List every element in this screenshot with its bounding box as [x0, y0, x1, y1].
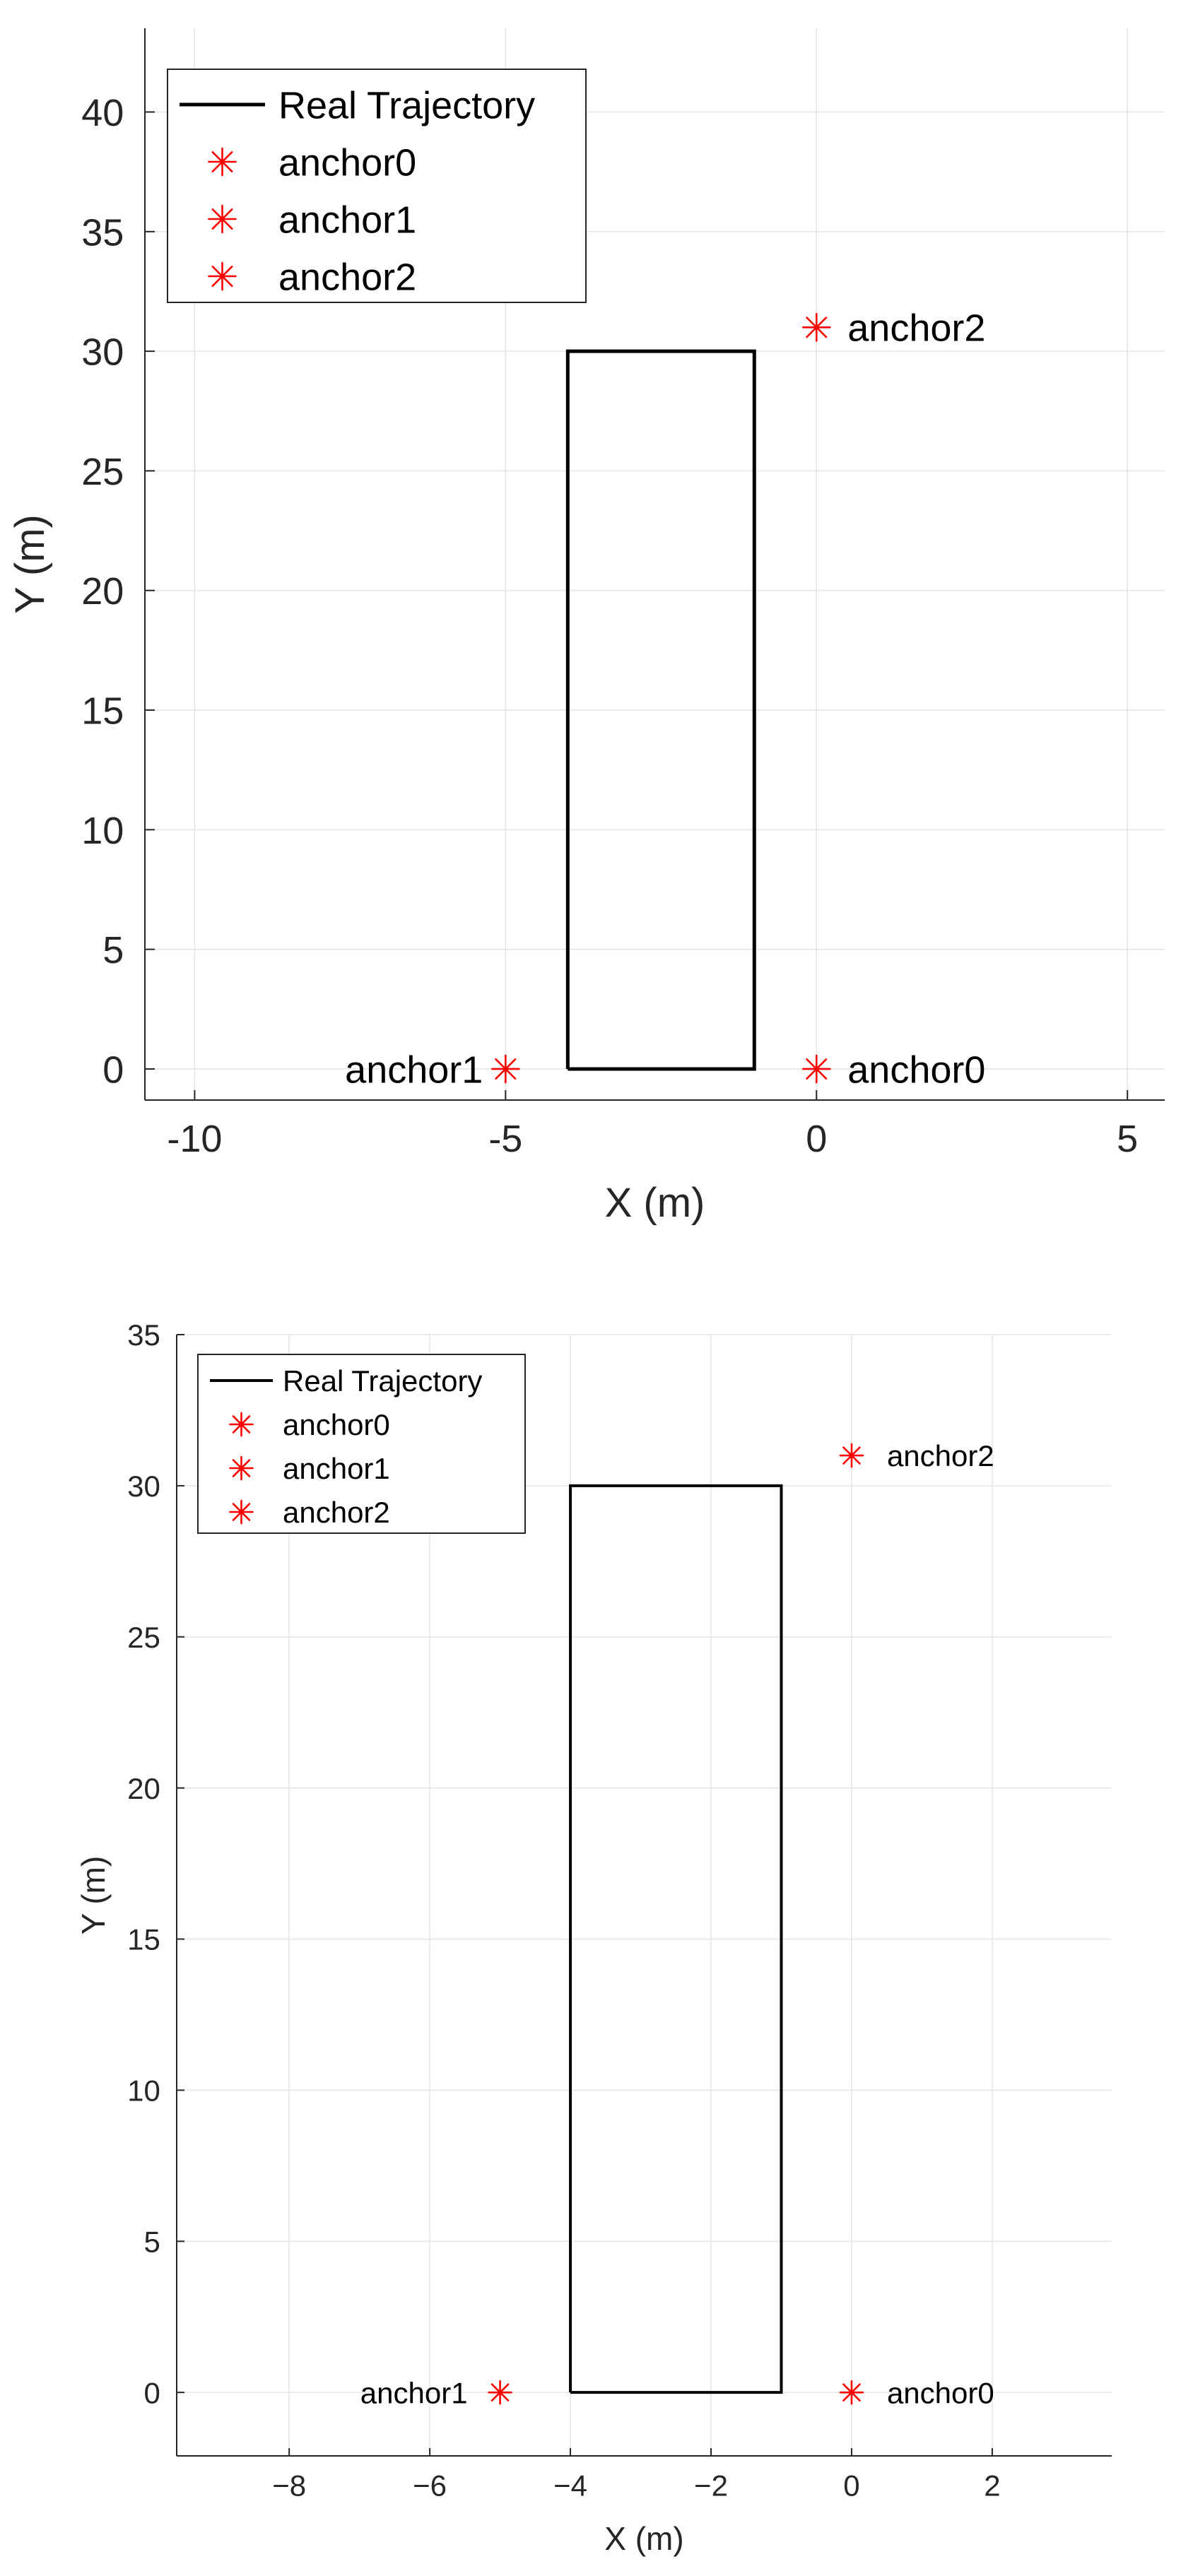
- chart1-legend-anchor0-marker-d2: [232, 1415, 251, 1434]
- chart0-anchor2-marker: [801, 312, 831, 342]
- chart1-anchor0-marker: [839, 2380, 864, 2405]
- chart0-legend-box: [167, 69, 587, 303]
- chart1-x-axis-label: X (m): [604, 2520, 683, 2557]
- chart1-legend-anchor1-marker-d2: [232, 1459, 251, 1477]
- chart0-anchor2-marker-d2: [806, 317, 828, 338]
- chart0-legend-anchor0-marker-d2: [211, 151, 233, 172]
- chart0-anchor1-marker: [491, 1054, 520, 1084]
- chart0-anchor1-marker-d2: [495, 1058, 517, 1080]
- chart0-annotation-anchor2: anchor2: [847, 307, 985, 350]
- chart0-anchor0-marker: [801, 1054, 831, 1084]
- chart1-ytick-label-3: 15: [127, 1923, 160, 1956]
- chart0-y-axis-label: Y (m): [7, 514, 53, 614]
- chart1-legend-label-1: anchor0: [283, 1408, 390, 1441]
- chart1-xtick-label-3: −2: [694, 2469, 728, 2503]
- chart1-ytick-label-6: 30: [127, 1470, 160, 1503]
- chart0-legend-anchor2-marker-d2: [211, 266, 233, 287]
- chart1-annotation-anchor2: anchor2: [887, 1439, 994, 1472]
- chart0-ytick-label-8: 40: [81, 92, 124, 134]
- chart1-ytick-label-5: 25: [127, 1621, 160, 1654]
- chart1-legend-anchor2-marker-d2: [232, 1503, 251, 1521]
- chart0-legend-anchor0-marker: [208, 147, 237, 177]
- chart1-legend-anchor0-marker: [229, 1412, 254, 1437]
- chart0-legend-anchor2-marker: [208, 261, 237, 291]
- chart0-series-real-trajectory-line: [565, 349, 756, 1071]
- chart1-ytick-label-7: 35: [127, 1318, 160, 1352]
- chart0-plot: -10 -5 0 5 0 5 10 15 20 25 30 35 40 X (m) Y (m) anchor0…: [7, 28, 1165, 1226]
- chart0-xtick-label-0: -10: [167, 1118, 222, 1160]
- chart1-ytick-label-0: 0: [144, 2376, 160, 2409]
- chart0-legend-label-1: anchor0: [278, 141, 416, 184]
- chart1-legend-label-0: Real Trajectory: [283, 1364, 482, 1398]
- chart0-xtick-label-3: 5: [1117, 1118, 1138, 1160]
- chart0-ytick-label-6: 30: [81, 331, 124, 374]
- chart0-legend: Real Trajectory anchor0 anchor1 anchor2: [167, 69, 587, 303]
- chart0-legend-label-0: Real Trajectory: [278, 84, 535, 126]
- chart1-xtick-label-0: −8: [272, 2469, 306, 2503]
- chart0-ytick-label-5: 25: [81, 451, 124, 493]
- chart0-legend-label-2: anchor1: [278, 199, 416, 241]
- chart1-legend-anchor2-marker: [229, 1499, 254, 1525]
- chart1-anchor1-marker-d2: [490, 2383, 510, 2401]
- chart0-annotation-anchor1: anchor1: [345, 1048, 483, 1091]
- chart1-annotation-anchor1: anchor1: [360, 2376, 468, 2409]
- chart1-xtick-label-1: −6: [413, 2469, 447, 2503]
- chart1-anchor2-marker-d2: [842, 1446, 861, 1465]
- chart0-ytick-label-0: 0: [102, 1048, 124, 1091]
- chart1-ytick-label-1: 5: [144, 2225, 160, 2258]
- chart1-legend-box: [197, 1354, 526, 1534]
- chart1-anchor0-marker-d2: [842, 2383, 861, 2401]
- chart0-annotation-anchor0: anchor0: [847, 1048, 985, 1091]
- chart1-y-axis-label: Y (m): [75, 1856, 112, 1935]
- chart1-xtick-label-2: −4: [553, 2469, 587, 2503]
- chart1-xtick-label-5: 2: [984, 2469, 1000, 2503]
- chart1-annotation-anchor0: anchor0: [887, 2376, 994, 2409]
- chart0-anchor0-marker-d2: [806, 1058, 828, 1080]
- chart1-xtick-label-4: 0: [843, 2469, 859, 2503]
- chart1-series-real-trajectory-line: [569, 1484, 783, 2394]
- chart0-xtick-label-2: 0: [806, 1118, 827, 1160]
- chart0-legend-anchor1-marker-d2: [211, 208, 233, 230]
- chart1-legend: Real Trajectory anchor0 anchor1 anchor2: [197, 1354, 526, 1534]
- chart0-x-axis-label: X (m): [605, 1180, 705, 1226]
- chart1-legend-anchor1-marker: [229, 1455, 254, 1481]
- chart0-ytick-label-1: 5: [102, 929, 124, 971]
- chart1-anchor1-marker: [488, 2380, 512, 2405]
- chart0-ytick-label-2: 10: [81, 810, 124, 852]
- chart0-ytick-label-7: 35: [81, 211, 124, 254]
- chart0-legend-anchor1-marker: [208, 204, 237, 234]
- chart1-legend-label-3: anchor2: [283, 1496, 390, 1529]
- chart1-ytick-label-2: 10: [127, 2074, 160, 2108]
- chart1-legend-label-2: anchor1: [283, 1452, 390, 1485]
- chart0-legend-label-3: anchor2: [278, 256, 416, 298]
- chart0-ytick-label-4: 20: [81, 570, 124, 613]
- chart1-ytick-label-4: 20: [127, 1772, 160, 1805]
- chart0-xtick-label-1: -5: [488, 1118, 522, 1160]
- chart0-ytick-label-3: 15: [81, 690, 124, 732]
- chart1-anchor2-marker: [839, 1443, 864, 1468]
